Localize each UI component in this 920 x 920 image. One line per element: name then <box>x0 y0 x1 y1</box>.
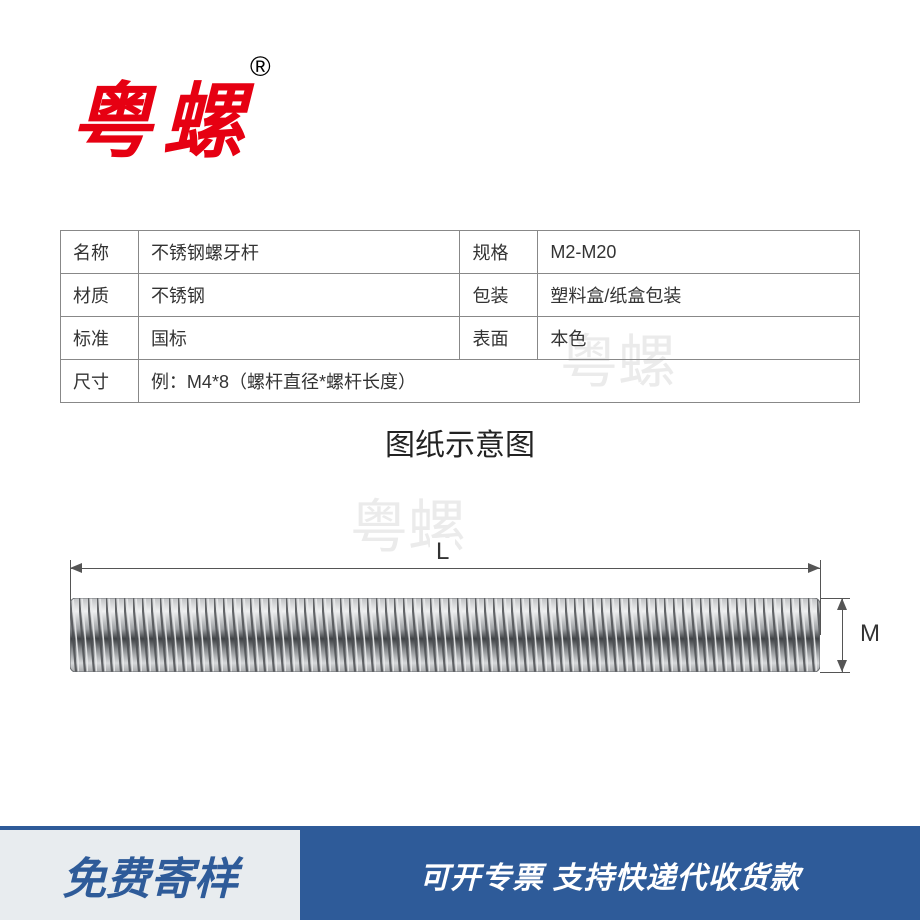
table-row: 尺寸 例：M4*8（螺杆直径*螺杆长度） <box>61 360 860 403</box>
cell-label: 材质 <box>61 274 139 317</box>
threaded-rod-image <box>70 598 820 672</box>
diagram-title: 图纸示意图 <box>0 420 920 464</box>
footer-banner: 免费寄样 可开专票 支持快递代收货款 <box>0 830 920 920</box>
cell-label: 标准 <box>61 317 139 360</box>
cell-value: 不锈钢螺牙杆 <box>138 231 460 274</box>
dimension-line-diameter <box>842 598 843 672</box>
cell-value: M2-M20 <box>538 231 860 274</box>
cell-label: 名称 <box>61 231 139 274</box>
footer-right: 可开专票 支持快递代收货款 <box>300 830 920 920</box>
cell-label: 表面 <box>460 317 538 360</box>
dimension-label-length: L <box>430 538 455 566</box>
cell-label: 尺寸 <box>61 360 139 403</box>
registered-mark: ® <box>250 51 271 83</box>
cell-value: 国标 <box>138 317 460 360</box>
cell-label: 规格 <box>460 231 538 274</box>
table-row: 名称 不锈钢螺牙杆 规格 M2-M20 <box>61 231 860 274</box>
spec-table: 名称 不锈钢螺牙杆 规格 M2-M20 材质 不锈钢 包装 塑料盒/纸盒包装 标… <box>60 230 860 403</box>
table-row: 材质 不锈钢 包装 塑料盒/纸盒包装 <box>61 274 860 317</box>
cell-value: 不锈钢 <box>138 274 460 317</box>
rod-svg <box>70 598 820 672</box>
brand-logo: 粤螺 ® <box>70 55 271 174</box>
technical-diagram: L <box>60 540 880 720</box>
cell-value: 塑料盒/纸盒包装 <box>538 274 860 317</box>
cell-label: 包装 <box>460 274 538 317</box>
dimension-line-length <box>70 568 820 569</box>
footer-right-text: 可开专票 支持快递代收货款 <box>419 853 800 897</box>
dimension-label-diameter: M <box>860 620 880 648</box>
footer-left: 免费寄样 <box>0 830 300 920</box>
dimension-tick <box>820 672 850 673</box>
cell-value: 例：M4*8（螺杆直径*螺杆长度） <box>138 360 859 403</box>
footer-left-text: 免费寄样 <box>62 843 238 907</box>
cell-value: 本色 <box>538 317 860 360</box>
brand-logo-text: 粤螺 <box>70 55 254 174</box>
table-row: 标准 国标 表面 本色 <box>61 317 860 360</box>
